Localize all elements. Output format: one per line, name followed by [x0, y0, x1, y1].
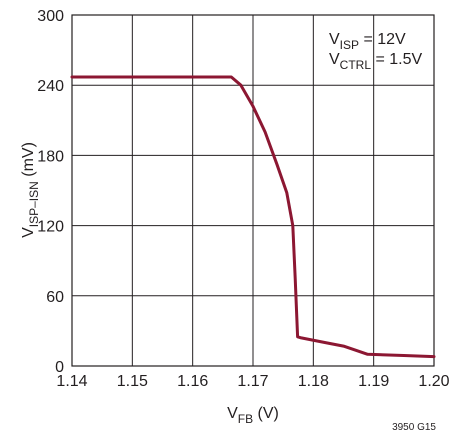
annotation-visp: VISP = 12V	[329, 31, 406, 52]
plot-frame	[71, 14, 435, 367]
grid	[72, 15, 434, 366]
tick-labels: 1.14 1.15 1.16 1.17 1.18 1.19 1.20 0 60 120 180 240…	[37, 8, 449, 390]
x-tick-label: 1.20	[418, 373, 449, 390]
y-tick-label: 60	[46, 289, 64, 306]
y-tick-label: 180	[37, 148, 64, 165]
x-tick-label: 1.16	[177, 373, 208, 390]
x-tick-label: 1.15	[117, 373, 148, 390]
y-tick-label: 300	[37, 8, 64, 25]
x-tick-label: 1.17	[237, 373, 268, 390]
x-tick-label: 1.18	[298, 373, 329, 390]
series-layer	[70, 75, 436, 359]
y-axis-label: VISP–ISN (mV)	[20, 142, 41, 238]
x-axis-label: VFB (V)	[227, 405, 279, 426]
series-line	[70, 75, 436, 359]
y-tick-label: 0	[55, 359, 64, 376]
y-tick-label: 120	[37, 219, 64, 236]
y-tick-label: 240	[37, 78, 64, 95]
annotation-vctrl: VCTRL = 1.5V	[329, 51, 422, 72]
x-tick-label: 1.14	[56, 373, 87, 390]
figure-id: 3950 G15	[392, 422, 436, 433]
x-tick-label: 1.19	[358, 373, 389, 390]
